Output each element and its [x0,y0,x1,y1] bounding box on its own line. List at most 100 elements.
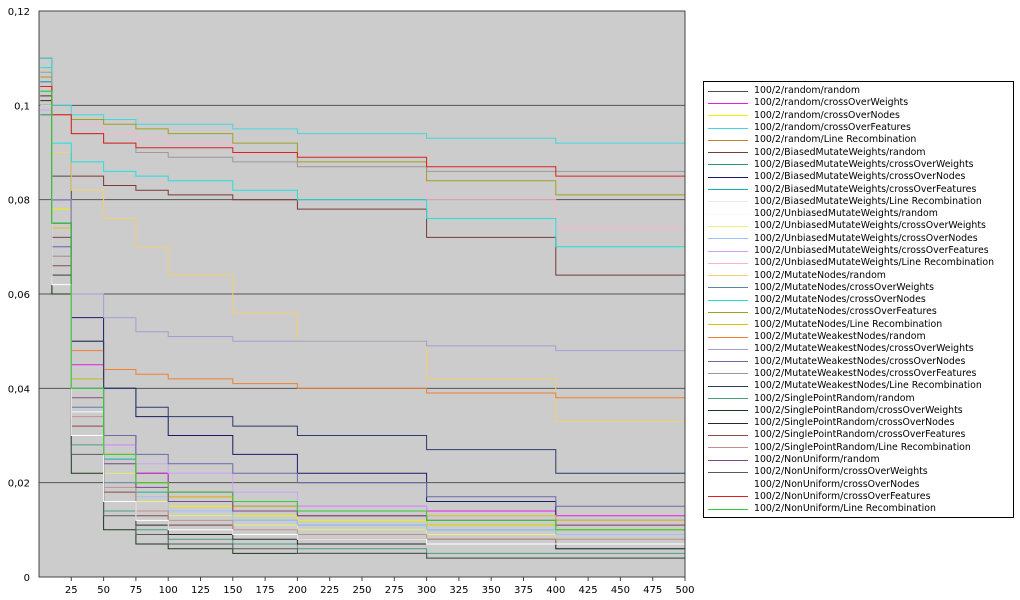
legend-label: 100/2/BiasedMutateWeights/crossOverWeigh… [754,158,974,170]
legend-label: 100/2/MutateWeakestNodes/crossOverFeatur… [754,367,977,379]
legend-item: 100/2/MutateWeakestNodes/crossOverWeight… [708,343,1013,355]
legend-swatch [708,127,748,129]
x-tick-label: 275 [385,585,404,596]
legend-item: 100/2/MutateNodes/crossOverNodes [708,294,1013,306]
legend-swatch [708,336,748,338]
legend-label: 100/2/random/crossOverFeatures [754,122,911,134]
legend-label: 100/2/SinglePointRandom/random [754,392,915,404]
legend-swatch [708,447,748,449]
legend-label: 100/2/NonUniform/crossOverNodes [754,478,920,490]
legend-label: 100/2/NonUniform/crossOverWeights [754,466,928,478]
x-tick-label: 125 [191,585,210,596]
legend-label: 100/2/MutateWeakestNodes/Line Recombinat… [754,380,982,392]
legend-label: 100/2/SinglePointRandom/crossOverFeature… [754,429,966,441]
legend-item: 100/2/UnbiasedMutateWeights/crossOverWei… [708,220,1013,232]
legend-label: 100/2/MutateNodes/random [754,269,886,281]
x-tick-label: 25 [65,585,78,596]
x-tick-label: 350 [482,585,501,596]
series-line [40,86,686,436]
legend-swatch [708,102,748,104]
legend-item: 100/2/UnbiasedMutateWeights/crossOverFea… [708,245,1013,257]
legend-label: 100/2/SinglePointRandom/crossOverWeights [754,404,963,416]
legend-swatch [708,508,748,510]
legend-item: 100/2/BiasedMutateWeights/crossOverNodes [708,171,1013,183]
legend-swatch [708,373,748,375]
x-tick-label: 50 [97,585,110,596]
legend-swatch [708,262,748,264]
legend-label: 100/2/MutateNodes/crossOverWeights [754,281,934,293]
series-line [40,86,686,181]
series-line [40,67,686,261]
legend-label: 100/2/UnbiasedMutateWeights/crossOverNod… [754,232,978,244]
legend-swatch [708,361,748,363]
x-tick-label: 400 [546,585,565,596]
legend-swatch [708,250,748,252]
legend-item: 100/2/random/crossOverNodes [708,110,1013,122]
legend-item: 100/2/random/crossOverWeights [708,97,1013,109]
legend-item: 100/2/SinglePointRandom/crossOverWeights [708,405,1013,417]
x-tick-label: 500 [675,585,694,596]
x-tick-label: 425 [579,585,598,596]
legend-item: 100/2/MutateWeakestNodes/Line Recombinat… [708,380,1013,392]
legend-swatch [708,496,748,498]
series-line [40,57,686,153]
legend-swatch [708,348,748,350]
legend-swatch [708,434,748,436]
legend-item: 100/2/SinglePointRandom/Line Recombinati… [708,442,1013,454]
legend-label: 100/2/NonUniform/crossOverFeatures [754,490,931,502]
legend-label: 100/2/random/random [754,85,861,97]
series-line [40,90,685,531]
legend-swatch [708,484,748,486]
legend-swatch [708,398,748,400]
y-tick-label: 0 [24,573,30,584]
legend-swatch [708,152,748,154]
legend-label: 100/2/MutateWeakestNodes/crossOverWeight… [754,343,974,355]
legend-item: 100/2/BiasedMutateWeights/crossOverWeigh… [708,159,1013,171]
legend-swatch [708,275,748,277]
legend-swatch [708,459,748,461]
x-tick-label: 150 [223,585,242,596]
legend-label: 100/2/NonUniform/random [754,454,880,466]
y-tick-label: 0,1 [14,101,30,112]
legend-item: 100/2/MutateNodes/random [708,269,1013,281]
legend-swatch [708,422,748,424]
legend-label: 100/2/MutateWeakestNodes/random [754,331,926,343]
y-tick-label: 0,06 [8,290,30,301]
legend-item: 100/2/UnbiasedMutateWeights/random [708,208,1013,220]
legend-label: 100/2/MutateWeakestNodes/crossOverNodes [754,355,966,367]
legend-label: 100/2/UnbiasedMutateWeights/Line Recombi… [754,257,995,269]
legend-item: 100/2/UnbiasedMutateWeights/crossOverNod… [708,233,1013,245]
legend-swatch [708,115,748,117]
legend-item: 100/2/NonUniform/crossOverWeights [708,466,1013,478]
legend-swatch [708,287,748,289]
legend-item: 100/2/random/crossOverFeatures [708,122,1013,134]
legend-item: 100/2/NonUniform/random [708,454,1013,466]
legend-swatch [708,189,748,191]
y-tick-label: 0,04 [8,384,30,395]
legend-item: 100/2/MutateNodes/crossOverWeights [708,282,1013,294]
legend-label: 100/2/SinglePointRandom/Line Recombinati… [754,441,971,453]
series-lines [40,57,686,559]
y-tick-label: 0,02 [8,479,30,490]
legend-item: 100/2/BiasedMutateWeights/crossOverFeatu… [708,183,1013,195]
x-tick-label: 475 [643,585,662,596]
legend-item: 100/2/SinglePointRandom/crossOverFeature… [708,429,1013,441]
legend-item: 100/2/MutateNodes/Line Recombination [708,319,1013,331]
x-tick-label: 100 [159,585,178,596]
legend-swatch [708,164,748,166]
legend-swatch [708,201,748,203]
x-tick-label: 300 [417,585,436,596]
legend-item: 100/2/SinglePointRandom/crossOverNodes [708,417,1013,429]
legend-label: 100/2/BiasedMutateWeights/random [754,146,926,158]
legend: 100/2/random/random 100/2/random/crossOve… [703,81,1014,518]
x-tick-label: 250 [352,585,371,596]
legend-swatch [708,176,748,178]
legend-swatch [708,324,748,326]
legend-swatch [708,90,748,92]
legend-item: 100/2/NonUniform/Line Recombination [708,503,1013,515]
legend-swatch [708,311,748,313]
x-tick-label: 75 [130,585,143,596]
legend-item: 100/2/random/random [708,85,1013,97]
legend-label: 100/2/random/Line Recombination [754,134,917,146]
x-tick-label: 375 [514,585,533,596]
